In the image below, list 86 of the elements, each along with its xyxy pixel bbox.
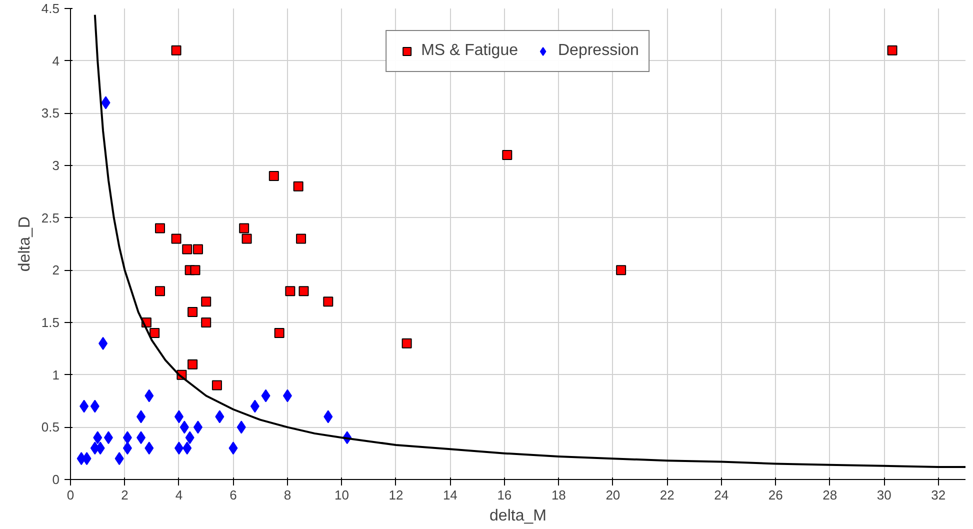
x-tick-label: 20 (606, 488, 620, 502)
point (236, 420, 246, 434)
y-tick-label: 4 (52, 53, 60, 68)
x-tick-label: 16 (497, 488, 512, 502)
y-tick-label: 3.5 (41, 106, 60, 121)
legend-label: MS & Fatigue (421, 42, 518, 60)
y-tick-label: 0.5 (41, 420, 60, 435)
point (190, 265, 200, 276)
line-series (94, 14, 966, 468)
point (324, 410, 333, 424)
x-tick-label: 26 (768, 488, 783, 502)
x-tick-label: 12 (388, 488, 404, 502)
point (136, 410, 146, 424)
point (185, 431, 194, 444)
point (155, 223, 165, 234)
x-tick-label: 30 (876, 488, 892, 502)
point (122, 442, 132, 455)
x-tick-label: 4 (175, 488, 183, 502)
point (212, 380, 222, 390)
point (136, 431, 146, 444)
x-tick-label: 24 (714, 488, 729, 502)
point (402, 338, 412, 348)
point (268, 170, 279, 181)
point (96, 442, 105, 455)
point (80, 400, 89, 413)
x-tick-label: 32 (931, 488, 946, 502)
point (174, 442, 184, 455)
y-axis-title: delta_D (16, 216, 34, 272)
point (274, 328, 284, 338)
point (101, 96, 110, 110)
point (171, 234, 182, 244)
point (104, 431, 113, 444)
y-tick-label: 0 (52, 472, 60, 487)
y-tick-label: 4.5 (41, 1, 60, 16)
point (887, 45, 898, 56)
x-tick-label: 18 (551, 488, 566, 502)
point (502, 150, 512, 160)
y-tick-label: 1.5 (41, 315, 60, 330)
point (323, 296, 334, 307)
point (228, 442, 238, 455)
point (188, 359, 198, 370)
point (298, 286, 309, 296)
point (193, 420, 202, 434)
point (261, 389, 270, 402)
x-tick-label: 22 (660, 488, 674, 502)
x-tick-label: 6 (230, 488, 237, 502)
point (180, 420, 189, 434)
point (285, 286, 296, 296)
point (201, 318, 212, 328)
x-tick-label: 28 (822, 488, 838, 502)
x-tick-label: 0 (66, 488, 74, 502)
point (82, 452, 92, 466)
x-tick-label: 10 (334, 488, 349, 502)
point (293, 181, 304, 192)
point (114, 452, 124, 466)
point (239, 223, 250, 234)
x-axis-title: delta_M (490, 508, 546, 524)
point (192, 244, 203, 254)
x-tick-label: 2 (121, 488, 128, 502)
y-tick-label: 3 (52, 158, 60, 173)
point (188, 307, 198, 318)
x-tick-label: 8 (284, 488, 292, 502)
point (93, 431, 102, 444)
x-tick-label: 14 (442, 488, 458, 502)
point (282, 389, 292, 402)
point (98, 336, 108, 350)
y-tick-label: 2.5 (41, 210, 60, 226)
legend-label: Depression (558, 42, 639, 60)
y-tick-label: 1 (52, 367, 60, 382)
point (90, 400, 100, 413)
point (182, 244, 192, 254)
y-tick-label: 2 (52, 262, 60, 278)
point (182, 442, 192, 455)
point (242, 234, 252, 244)
point (215, 410, 224, 424)
point (250, 400, 260, 413)
point (296, 234, 306, 244)
point (144, 389, 154, 402)
point (122, 431, 132, 444)
point (171, 45, 182, 56)
point (174, 410, 184, 424)
point (155, 286, 165, 296)
point (150, 328, 160, 338)
point (201, 296, 212, 307)
point (616, 265, 626, 276)
point (144, 442, 154, 455)
